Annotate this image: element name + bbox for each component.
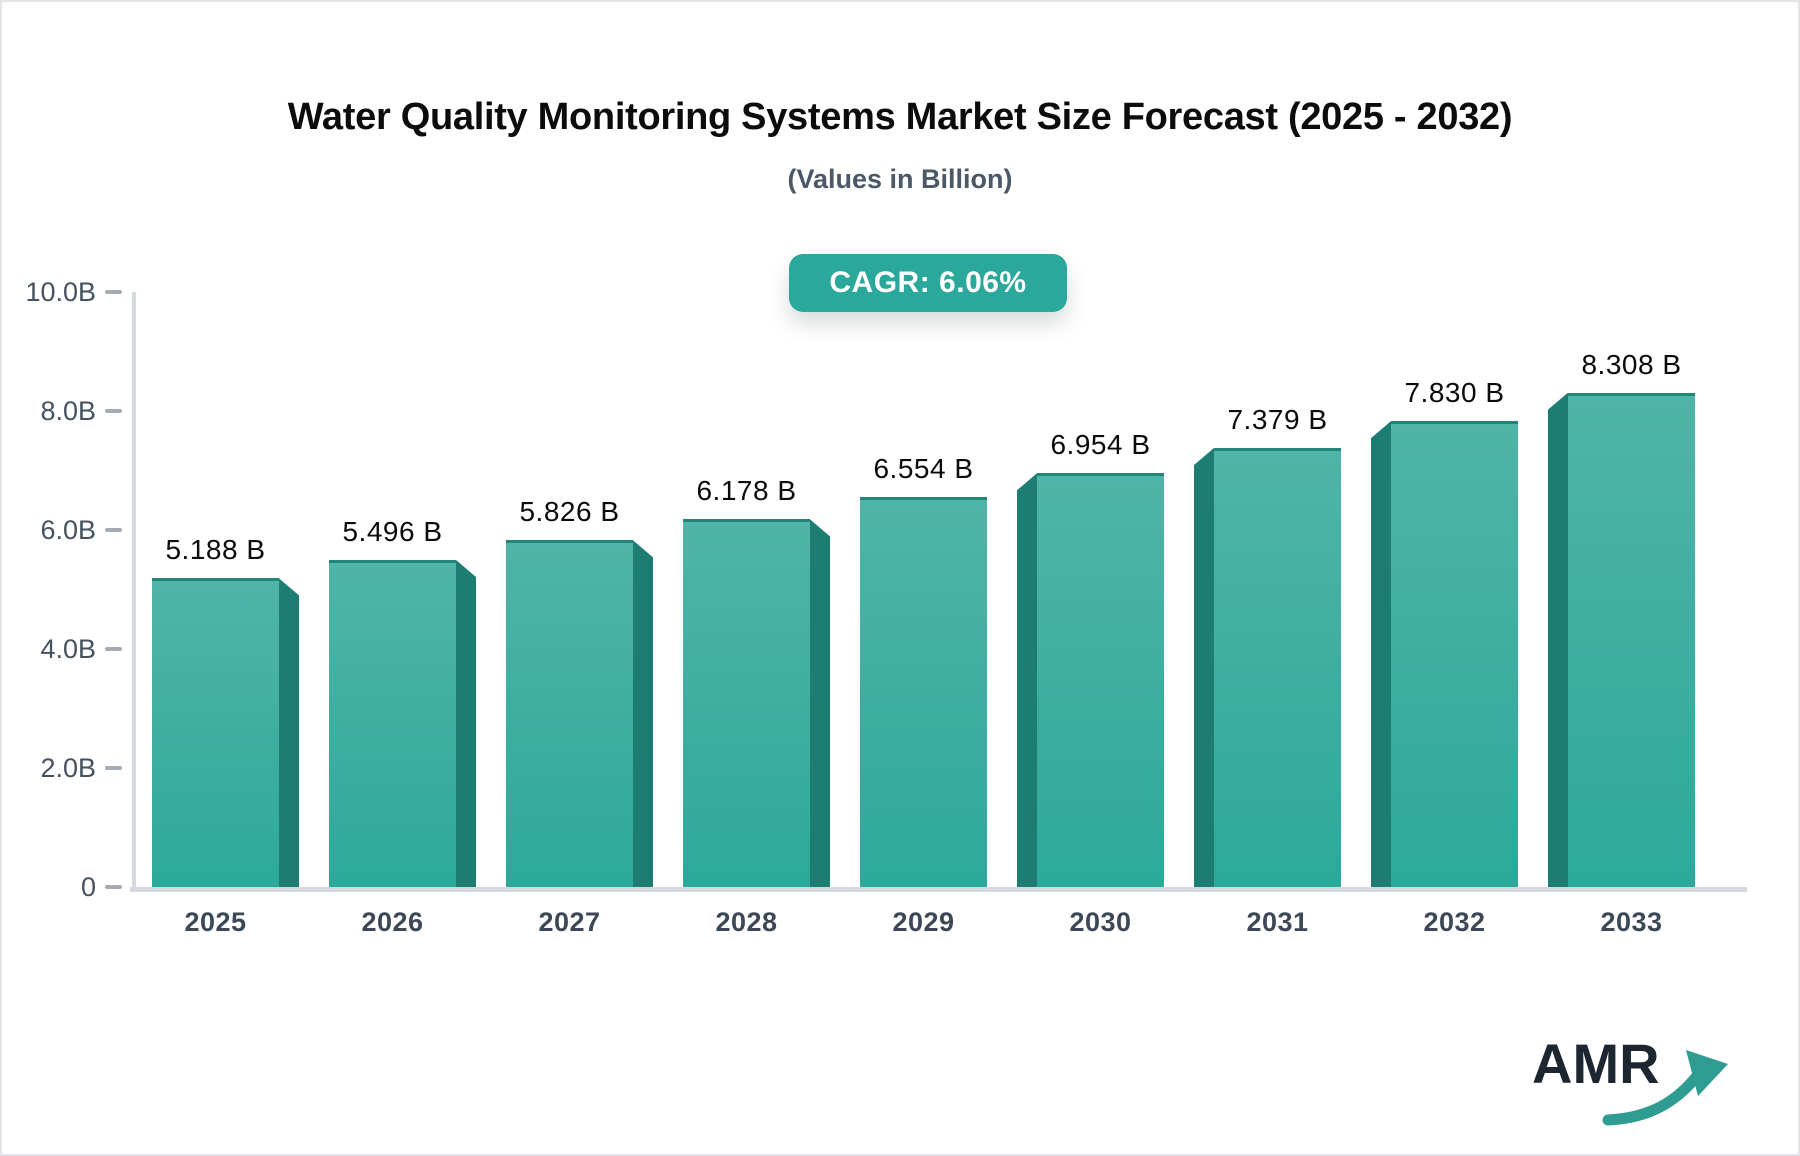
bar-value-label: 6.954 B (1050, 429, 1151, 461)
y-tick (105, 885, 122, 889)
bar-2029[interactable] (860, 497, 987, 887)
y-tick (105, 766, 122, 770)
bar-value-label: 6.178 B (696, 475, 797, 507)
bar-2030[interactable] (1037, 473, 1164, 887)
bar-2025[interactable] (152, 578, 279, 887)
cagr-badge-label: CAGR: 6.06% (829, 266, 1027, 299)
x-tick-label: 2028 (715, 907, 778, 937)
x-tick-label: 2032 (1423, 907, 1486, 937)
bar-side-3d (633, 540, 653, 887)
bar-side-3d (1371, 421, 1391, 887)
x-tick-label: 2031 (1246, 907, 1309, 937)
bar-side-3d (1194, 447, 1214, 887)
bar-side-3d (279, 578, 299, 887)
x-tick-label: 2026 (361, 907, 424, 937)
bar-side-3d (1017, 473, 1037, 887)
x-tick-label: 2025 (184, 907, 247, 937)
x-tick-label: 2027 (538, 907, 601, 937)
y-tick-label: 8.0B (40, 396, 96, 426)
amr-logo-text: AMR (1532, 1032, 1660, 1095)
chart-subtitle: (Values in Billion) (787, 164, 1013, 194)
bar-value-label: 5.826 B (519, 496, 620, 528)
bar-side-3d (456, 559, 476, 887)
y-tick-label: 10.0B (25, 277, 96, 307)
x-tick-label: 2029 (892, 907, 955, 937)
y-tick (105, 290, 122, 294)
y-axis-line (132, 292, 136, 887)
y-tick (105, 409, 122, 413)
bar-2026[interactable] (329, 559, 456, 887)
x-tick-label: 2033 (1600, 907, 1663, 937)
trend-up-arrow-icon (1602, 1050, 1728, 1126)
y-tick-label: 4.0B (40, 634, 96, 664)
bar-2032[interactable] (1391, 421, 1518, 887)
y-tick-label: 2.0B (40, 753, 96, 783)
bar-side-3d (1548, 392, 1568, 887)
bar-2033[interactable] (1568, 392, 1695, 887)
bar-side-3d (810, 519, 830, 887)
bar-value-label: 5.188 B (165, 534, 266, 566)
y-tick (105, 647, 122, 651)
x-tick-label: 2030 (1069, 907, 1132, 937)
bar-2027[interactable] (506, 540, 633, 887)
amr-logo: AMR (1524, 1026, 1728, 1126)
bar-value-label: 5.496 B (342, 515, 443, 547)
bar-value-label: 6.554 B (873, 453, 974, 485)
y-tick-label: 0 (80, 872, 96, 902)
cagr-badge: CAGR: 6.06% (789, 254, 1067, 312)
bar-value-label: 7.830 B (1404, 377, 1505, 409)
bar-2031[interactable] (1214, 447, 1341, 887)
y-tick (105, 528, 122, 532)
bar-2028[interactable] (683, 519, 810, 887)
chart-title: Water Quality Monitoring Systems Market … (287, 96, 1513, 138)
bar-value-label: 8.308 B (1581, 348, 1682, 380)
y-tick-label: 6.0B (40, 515, 96, 545)
bar-value-label: 7.379 B (1227, 403, 1328, 435)
x-baseline (130, 887, 1747, 892)
